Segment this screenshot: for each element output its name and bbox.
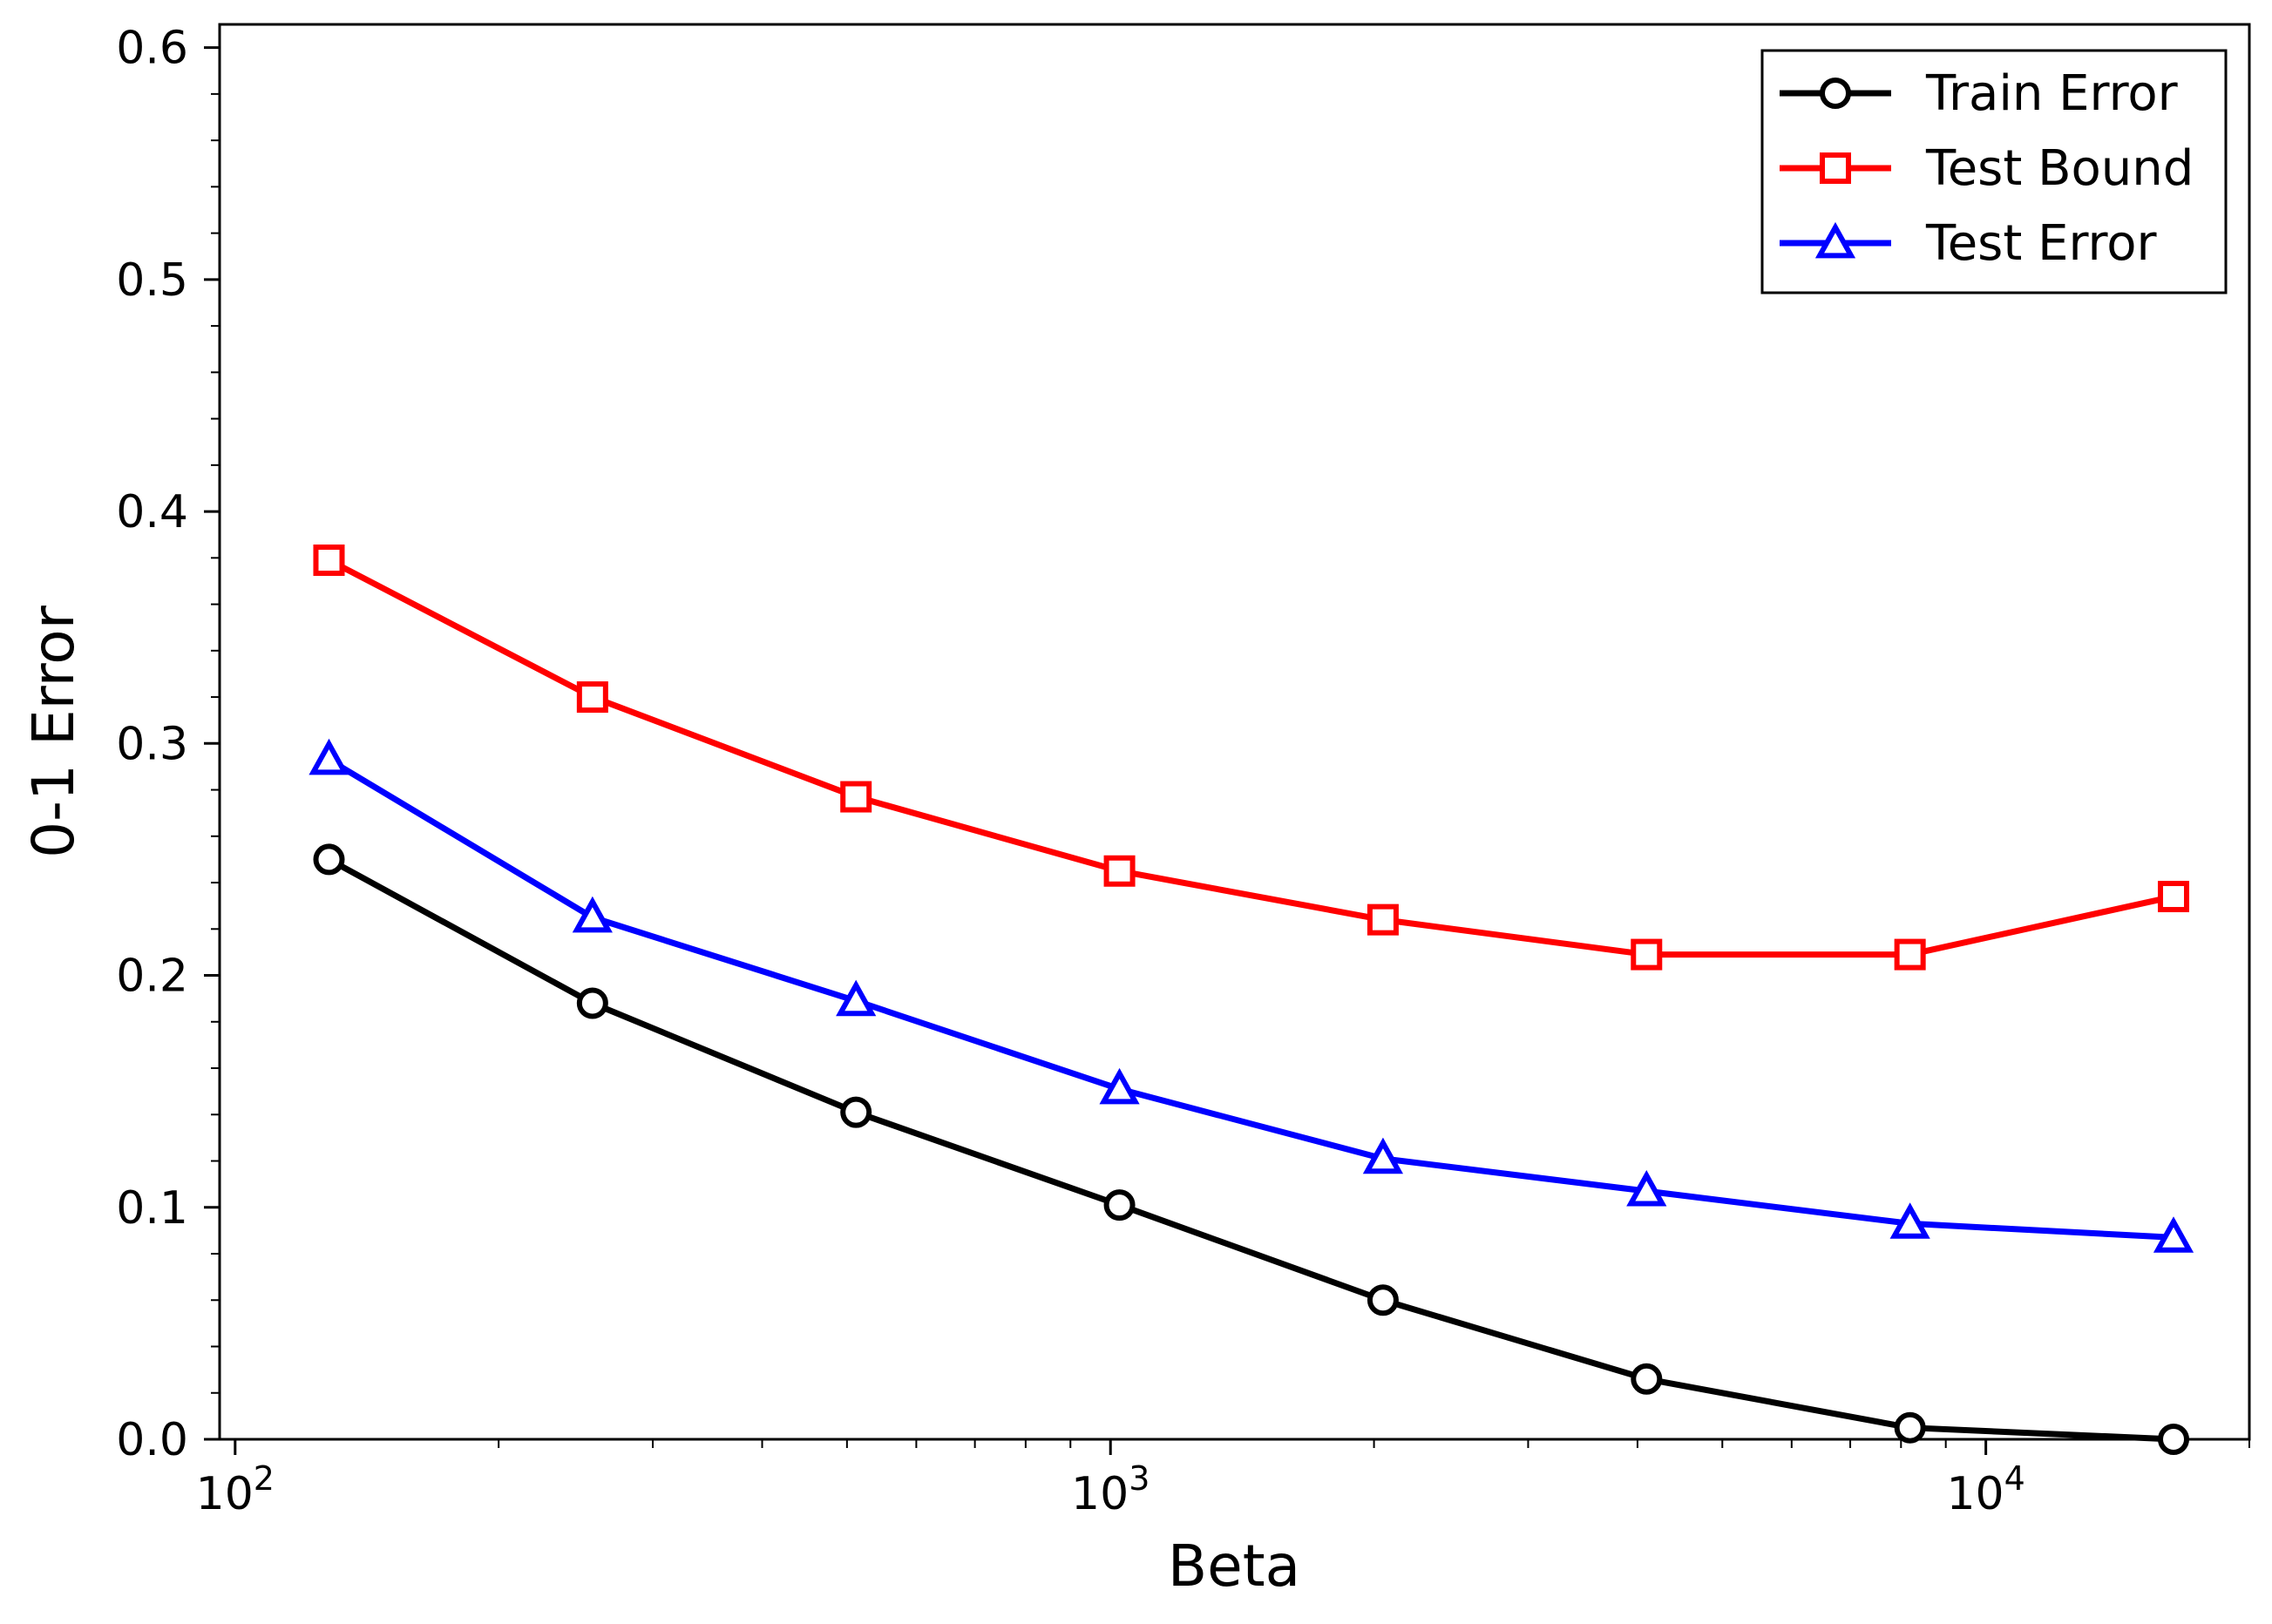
data-point <box>2158 881 2190 913</box>
legend-item: Test Bound <box>1780 140 2194 197</box>
data-point <box>1362 1137 1404 1174</box>
x-tick-label: 102 <box>196 1459 275 1520</box>
data-point <box>572 896 613 933</box>
x-tick-label: 103 <box>1071 1459 1150 1520</box>
y-tick-label: 0.6 <box>116 23 188 75</box>
y-tick-label: 0.4 <box>116 486 188 538</box>
data-point <box>1367 1284 1399 1316</box>
data-point <box>1889 1202 1930 1239</box>
data-point <box>1894 1411 1926 1444</box>
data-point <box>1631 1363 1663 1395</box>
data-point <box>840 1096 872 1128</box>
data-point <box>1103 1189 1136 1221</box>
y-axis-title: 0-1 Error <box>20 605 87 858</box>
x-tick-label: 104 <box>1946 1459 2024 1520</box>
x-axis-title: Beta <box>1168 1533 1300 1600</box>
data-point <box>313 544 345 576</box>
data-point <box>2153 1216 2194 1253</box>
legend-label: Test Bound <box>1925 140 2194 197</box>
y-tick-label: 0.0 <box>116 1414 188 1466</box>
plot-frame <box>218 23 2251 1441</box>
legend-item: Train Error <box>1780 65 2179 122</box>
legend-label: Train Error <box>1925 65 2179 122</box>
legend-marker <box>1820 78 1851 109</box>
series-test-bound <box>313 544 2190 971</box>
series-train-error <box>313 843 2190 1455</box>
data-point <box>576 681 608 714</box>
data-point <box>1626 1169 1667 1207</box>
data-point <box>1367 903 1399 936</box>
data-point <box>309 738 349 775</box>
legend-marker <box>1814 221 1856 259</box>
series-test-error <box>309 738 2194 1253</box>
y-tick-label: 0.1 <box>116 1182 188 1235</box>
legend-item: Test Error <box>1780 215 2158 272</box>
legend-marker <box>1820 152 1851 184</box>
data-point <box>1103 855 1136 887</box>
series-line <box>327 557 2174 958</box>
legend-label: Test Error <box>1925 215 2158 272</box>
data-point <box>313 843 345 876</box>
legend: Train Error Test Bound Test Error <box>1760 49 2228 294</box>
data-point <box>840 781 872 813</box>
data-point <box>836 979 877 1017</box>
data-point <box>576 987 608 1019</box>
series-line <box>327 856 2174 1443</box>
data-point <box>2158 1424 2190 1455</box>
y-tick-label: 0.3 <box>116 718 188 770</box>
data-point <box>1631 938 1663 971</box>
y-tick-label: 0.5 <box>116 254 188 307</box>
data-point <box>1099 1067 1140 1105</box>
series-line <box>327 756 2174 1241</box>
data-point <box>1894 938 1926 971</box>
y-tick-label: 0.2 <box>116 951 188 1003</box>
